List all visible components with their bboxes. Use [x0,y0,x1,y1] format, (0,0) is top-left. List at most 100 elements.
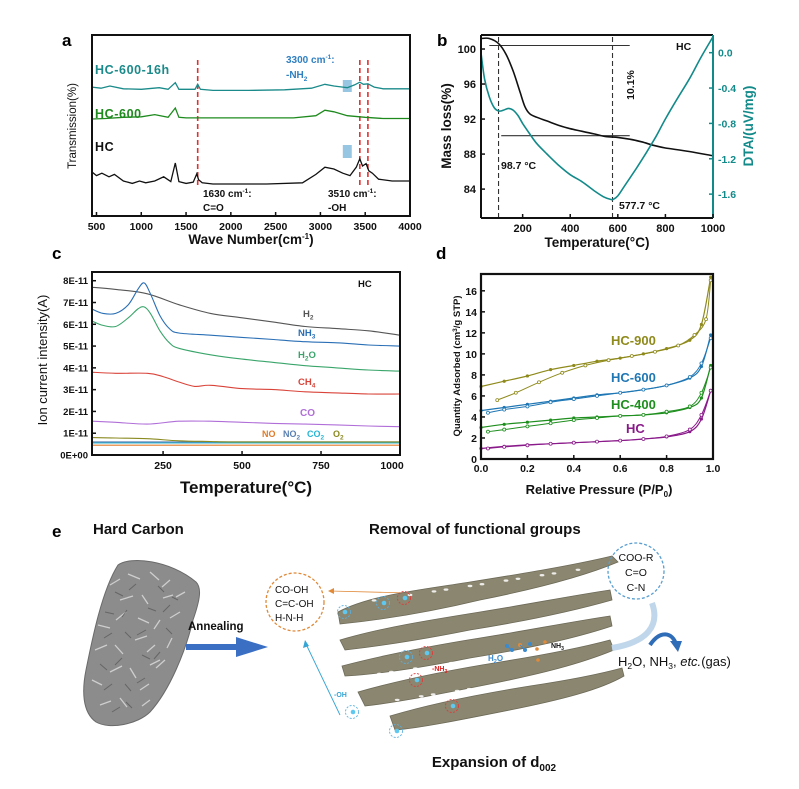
panel-e-schematic: Hard Carbon Removal of functional groups… [83,521,731,774]
carbon-pore [520,599,526,603]
series-line-h2o [91,306,401,372]
group-marker-dot [404,654,410,660]
panel-label-c: c [52,244,61,263]
y-tick-label: 0E+00 [60,451,88,462]
series-label-hc-400: HC-400 [611,397,656,412]
carbon-pore [388,619,394,623]
carbon-pore [485,656,490,659]
series-line-hc-600-16h [91,81,410,92]
panel-a-plot-frame [91,34,411,217]
y-tick-label: 2 [471,433,477,445]
desorption-point [525,443,530,448]
adsorption-point [502,422,506,426]
carbon-pore [513,626,518,629]
annotation-co-top: 1630 cm-1: [203,188,252,200]
x-tick-label: 0.0 [474,463,489,475]
carbon-pore [377,672,382,675]
x-tick-label: 750 [312,460,330,472]
adsorption-point [525,374,530,378]
panel-b-ylabel: Mass loss(%) [439,83,454,169]
desorption-point [664,383,669,388]
carbon-pore [568,592,574,596]
carbon-pore [477,631,482,634]
annealing-label: Annealing [188,621,244,633]
schematic-title-right: Removal of functional groups [369,521,581,538]
adsorption-point [699,322,704,327]
group-marker-circle [389,724,403,738]
carbon-pore [460,608,466,612]
series-line-h2 [91,286,401,336]
hard-carbon-particle-image [83,560,201,727]
desorption-point [708,336,713,341]
annotation-mass-loss: 10.1% [625,69,637,99]
panel-d-ylabel: Quantity Adsorbed (cm3/g STP) [452,295,463,436]
series-label: CH4 [298,377,316,390]
desorption-point [641,437,646,441]
desorption-point [595,394,599,398]
y-right-tick-label: -0.4 [718,83,736,95]
carbon-pore [545,647,550,650]
x-tick-label: 200 [513,223,531,235]
y-tick-label: 88 [464,149,476,161]
right-group-0: COO-R [619,552,654,564]
functional-groups-circle-left [265,572,325,632]
carbon-pore [586,669,592,673]
nh3-black-label: NH3 [551,643,564,652]
panel-c-ylabel: Ion current intensity(A) [35,295,50,426]
panel-d-xlabel: Relative Pressure (P/P0) [526,482,673,499]
adsorption-line-hc [480,390,712,450]
group-marker-dot [342,609,348,615]
x-tick-label: 500 [233,460,251,472]
series-label-hc-900: HC-900 [611,333,656,348]
group-marker-circle [337,605,351,619]
x-tick-label: 500 [88,221,106,233]
y-tick-label: 84 [464,184,477,196]
adsorption-point [641,352,646,356]
desorption-line-hc-600 [487,337,712,414]
adsorption-point [549,368,553,372]
panel-a-xlabel: Wave Number(cm-1) [188,232,313,247]
series-label: CO2 [307,429,325,442]
gas-release-arrowhead [670,641,682,652]
y-tick-label: 92 [464,114,476,126]
group-marker-dot [414,677,420,683]
right-group-2: C-N [627,582,646,594]
y-tick-label: 2E-11 [63,407,89,418]
adsorption-point [688,338,692,342]
carbon-pore [539,574,545,577]
y-tick-label: 6E-11 [63,320,89,331]
carbon-pore [532,598,538,601]
schematic-title-left: Hard Carbon [93,521,184,538]
group-marker-circle [399,650,413,664]
y-tick-label: 100 [458,44,476,56]
x-tick-label: 800 [656,223,674,235]
carbon-layer [337,555,619,625]
x-tick-label: 400 [561,223,579,235]
x-tick-label: 4000 [398,221,422,233]
oh-small-label: -OH [334,692,347,699]
y-tick-label: 7E-11 [63,298,89,309]
desorption-point [699,390,704,395]
series-label: CO [300,408,315,419]
x-tick-label: 0.2 [520,463,535,475]
orange-pointer-arrowhead [328,588,334,594]
desorption-point [664,434,669,439]
desorption-point [548,421,553,426]
x-tick-label: 3500 [354,221,378,233]
annotation-oh-top: 3510 cm-1: [328,188,377,200]
carbon-pore [400,617,406,621]
desorption-point [618,390,623,395]
desorption-point [537,380,541,385]
carbon-pore [394,698,400,702]
nh2-highlight-top [342,80,352,92]
desorption-point [708,365,713,370]
desorption-point [548,441,553,446]
y-tick-label: 5E-11 [63,342,89,353]
carbon-pore [525,624,530,627]
panel-label-d: d [436,244,446,263]
carbon-pore [381,645,386,649]
y-tick-label: 12 [465,328,477,340]
group-marker-circle [409,673,423,687]
group-marker-dot [381,600,387,606]
carbon-pore [418,695,424,698]
